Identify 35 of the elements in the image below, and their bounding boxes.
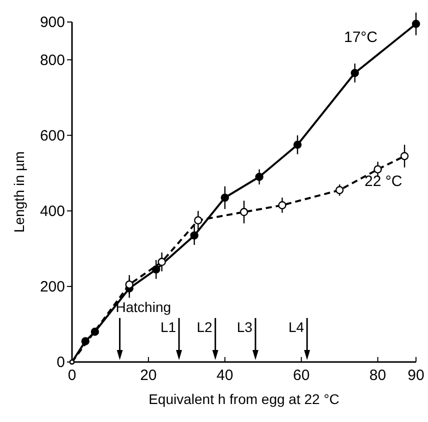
x-tick-label: 0: [68, 367, 76, 384]
point: [374, 165, 382, 174]
x-tick-label: 90: [408, 367, 424, 384]
point: [293, 140, 302, 149]
y-tick-label: 900: [40, 14, 65, 31]
y-tick-label: 200: [40, 278, 65, 296]
point: [350, 68, 359, 78]
point: [152, 265, 160, 274]
point: [278, 201, 286, 210]
ref-line-label: L2: [196, 319, 213, 335]
point: [255, 172, 264, 181]
x-tick-label: 80: [369, 367, 386, 384]
ref-line-label: L1: [160, 319, 176, 335]
x-tick-label: 20: [140, 367, 157, 384]
ref-line-label: L3: [236, 319, 253, 335]
x-tick-label: 60: [292, 367, 310, 384]
x-tick-label: 40: [216, 367, 234, 384]
ref-line-label: L4: [288, 319, 304, 335]
ref-line-label: Hatching: [116, 299, 172, 315]
point: [220, 194, 229, 202]
point: [194, 216, 202, 224]
point: [412, 20, 420, 28]
series-label: 17°C: [344, 28, 378, 46]
point: [400, 152, 409, 160]
point: [335, 186, 344, 194]
y-tick-label: 600: [40, 127, 65, 144]
y-tick-label: 0: [56, 354, 65, 371]
y-axis-title: Length in µm: [11, 151, 27, 233]
series-label: 22 °C: [364, 173, 402, 190]
y-tick-label: 800: [40, 52, 65, 69]
y-tick-label: 400: [40, 202, 65, 220]
point: [190, 231, 198, 240]
x-axis-title: Equivalent h from egg at 22 °C: [148, 391, 340, 407]
point: [240, 208, 248, 216]
point: [158, 258, 166, 266]
